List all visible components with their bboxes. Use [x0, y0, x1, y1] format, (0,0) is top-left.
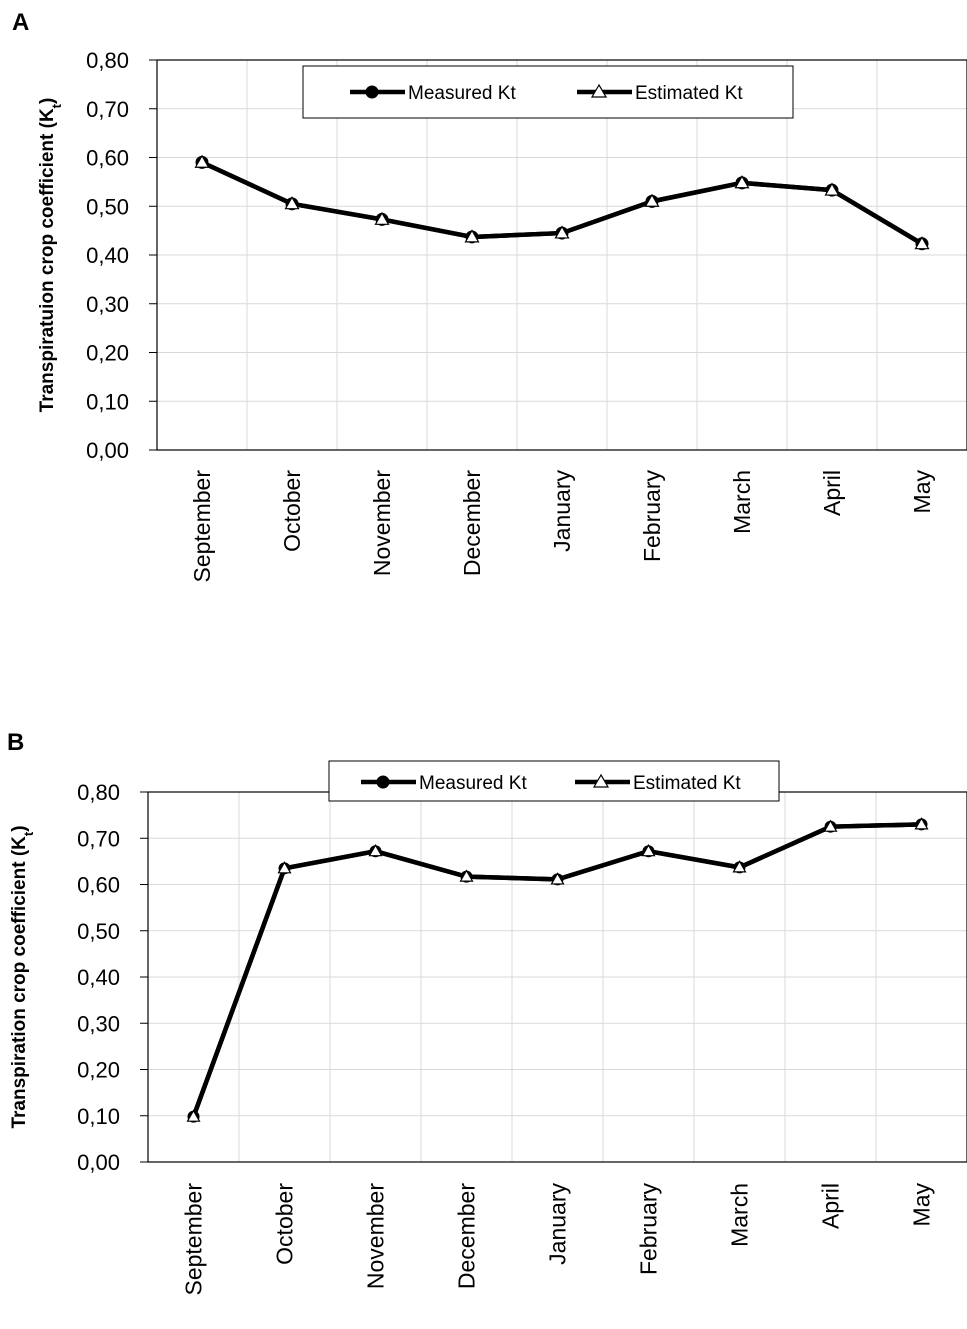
y-axis-title-end: )	[37, 98, 58, 104]
panel-label: B	[7, 729, 24, 756]
x-tick-label: December	[459, 470, 485, 576]
data-point-estimated	[284, 196, 300, 210]
x-tick-label: November	[369, 470, 395, 576]
x-tick-label: February	[636, 1183, 662, 1276]
y-tick-label: 0,80	[86, 48, 129, 73]
panel-label: A	[12, 9, 29, 36]
x-tick-label: September	[189, 470, 215, 583]
legend-marker-triangle	[592, 773, 610, 788]
data-point-estimated	[823, 819, 838, 832]
data-point-estimated	[374, 211, 390, 225]
y-tick-label: 0,30	[86, 292, 129, 317]
data-point-estimated	[824, 182, 840, 196]
data-point-estimated	[554, 225, 570, 239]
data-point-estimated	[368, 843, 383, 857]
x-tick-label: February	[639, 470, 665, 563]
x-tick-label: January	[549, 470, 575, 552]
x-tick-label: October	[279, 470, 305, 552]
y-tick-label: 0,70	[77, 826, 120, 851]
data-point-estimated	[186, 1109, 201, 1122]
y-tick-label: 0,40	[86, 243, 129, 268]
y-tick-label: 0,80	[77, 780, 120, 805]
x-tick-label: March	[729, 470, 755, 534]
y-tick-label: 0,50	[86, 194, 129, 219]
legend-label: Estimated Kt	[633, 773, 741, 794]
x-tick-label: May	[909, 1183, 935, 1227]
y-tick-label: 0,30	[77, 1011, 120, 1036]
legend-marker-circle	[365, 85, 379, 99]
data-point-estimated	[459, 869, 474, 882]
legend-label: Estimated Kt	[635, 83, 743, 104]
data-point-estimated	[641, 843, 656, 857]
data-point-estimated	[277, 861, 292, 874]
y-tick-label: 0,20	[86, 341, 129, 366]
x-tick-label: December	[454, 1183, 480, 1289]
data-point-estimated	[732, 860, 747, 873]
series-line-estimated	[191, 822, 922, 1118]
series-line-measured	[191, 822, 922, 1118]
plot-area	[156, 59, 967, 451]
y-axis-title: Transpiratuion crop coefficient (Kt)	[37, 98, 64, 413]
x-tick-label: April	[818, 1183, 844, 1229]
y-axis-title: Transpiration crop coefficient (Kt)	[9, 825, 36, 1128]
y-tick-label: 0,10	[86, 389, 129, 414]
chart-panel-b: B 0,00 0,10 0,20 0,30 0,40 0,50 0,60 0,70 0,80 Sep…	[7, 729, 967, 1296]
data-point-estimated	[734, 175, 750, 189]
x-tick-label: April	[819, 470, 845, 516]
data-point-estimated	[194, 154, 210, 168]
y-axis-title-subscript: t	[49, 103, 64, 108]
data-point-estimated	[464, 229, 480, 243]
y-tick-label: 0,60	[86, 146, 129, 171]
data-point-estimated	[914, 236, 930, 250]
y-tick-label: 0,10	[77, 1104, 120, 1129]
data-point-estimated	[550, 872, 565, 885]
y-tick-label: 0,40	[77, 965, 120, 990]
y-tick-label: 0,60	[77, 873, 120, 898]
data-point-estimated	[644, 193, 660, 207]
y-tick-label: 0,00	[86, 438, 129, 463]
x-tick-label: October	[272, 1183, 298, 1265]
y-axis-title-main: Transpiratuion crop coefficient (K	[37, 108, 58, 412]
x-tick-label: November	[363, 1183, 389, 1289]
y-axis-title-end: )	[9, 825, 30, 831]
x-tick-label: September	[181, 1183, 207, 1296]
data-point-estimated	[914, 817, 929, 830]
y-axis-title-main: Transpiration crop coefficient (K	[9, 836, 30, 1129]
y-tick-label: 0,50	[77, 919, 120, 944]
legend-label: Measured Kt	[408, 83, 516, 104]
x-tick-label: January	[545, 1183, 571, 1265]
x-tick-label: March	[727, 1183, 753, 1247]
y-tick-label: 0,00	[77, 1150, 120, 1175]
y-tick-label: 0,70	[86, 97, 129, 122]
chart-panel-a: A 0,00 0,10 0,20 0,30 0,40 0,50 0,60 0,70 0,80 Sep…	[12, 9, 967, 583]
legend-marker-circle	[376, 775, 390, 789]
y-axis-title-subscript: t	[21, 831, 36, 836]
legend-label: Measured Kt	[419, 773, 527, 794]
x-tick-label: May	[909, 470, 935, 514]
legend-marker-triangle	[590, 83, 608, 98]
y-tick-label: 0,20	[77, 1058, 120, 1083]
